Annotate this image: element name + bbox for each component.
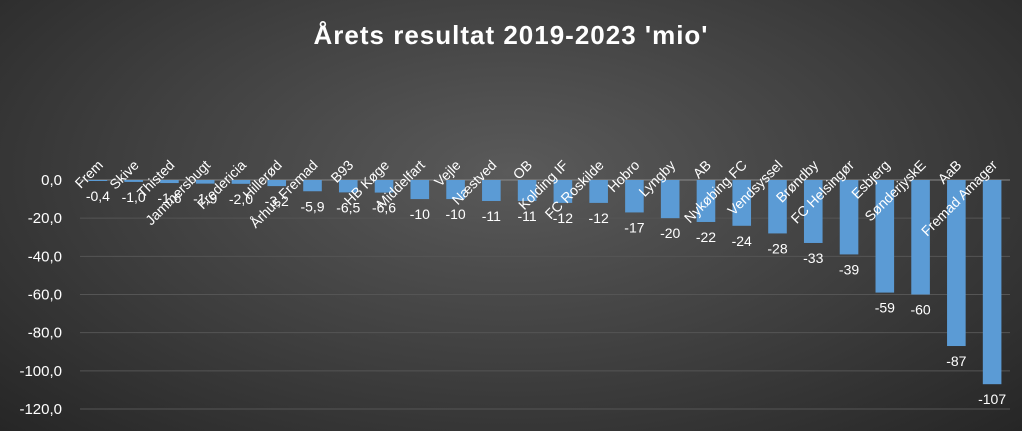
y-tick-label: -40,0 [28,248,62,265]
data-label: -12 [553,210,573,226]
data-label: -28 [767,240,787,256]
data-label: -5,9 [300,198,324,214]
data-label: -6,6 [372,200,396,216]
bar [803,180,823,243]
data-label: -10 [410,206,430,222]
data-label: -22 [696,229,716,245]
bar [517,180,537,201]
bar [160,180,179,184]
bar [732,180,752,226]
bar [88,180,108,181]
bar [124,180,143,182]
bar [338,180,358,193]
category-label: Frem [72,157,106,191]
y-tick-label: -60,0 [28,287,62,304]
bar [231,180,251,184]
bar [374,180,394,193]
y-tick-label: -120,0 [19,401,62,418]
chart-title: Årets resultat 2019-2023 'mio' [313,20,709,50]
bar [303,180,322,192]
data-label: -87 [946,353,966,369]
bar [267,180,287,187]
category-label: OB [510,157,536,183]
data-label: -12 [589,210,609,226]
data-label: -39 [839,261,859,277]
data-label: -1,6 [157,190,181,206]
bar [553,180,573,203]
data-label: -24 [732,233,752,249]
bar [696,180,716,222]
bar [839,180,859,255]
data-label: -59 [875,300,895,316]
category-label: AB [690,157,715,182]
data-label: -20 [660,225,680,241]
data-labels: -0,4 -1,0 -1,6 -1,9 -2,0 -3,2 -5,9 -6,5 -6,6 -10-… [86,188,1007,407]
data-label: -60 [910,302,930,318]
data-label: -10 [445,206,465,222]
data-label: -1,0 [122,189,146,205]
bar [911,180,930,295]
data-label: -33 [803,250,823,266]
bar [875,180,895,293]
bar [482,180,501,201]
data-label: -17 [624,219,644,235]
data-label: -3,2 [265,193,289,209]
bar [982,180,1002,385]
bar [589,180,608,203]
bar [660,180,680,219]
y-axis-ticks: 0,0 -20,0 -40,0 -60,0 -80,0 -100,0 -120,0 [19,172,62,418]
data-label: -11 [518,208,537,224]
y-tick-label: -80,0 [28,325,62,342]
bars [88,180,1002,385]
data-label: -11 [482,208,501,224]
bar [410,180,430,200]
data-label: -6,5 [336,199,360,215]
bar [195,180,215,184]
data-label: -2,0 [229,191,253,207]
data-label: -0,4 [86,188,110,204]
data-label: -1,9 [193,191,217,207]
bar [768,180,787,234]
bar [446,180,465,200]
y-tick-label: 0,0 [41,172,62,189]
y-tick-label: -20,0 [28,210,62,227]
bar [947,180,966,347]
bar [625,180,644,213]
data-label: -107 [978,391,1006,407]
y-tick-label: -100,0 [19,363,62,380]
